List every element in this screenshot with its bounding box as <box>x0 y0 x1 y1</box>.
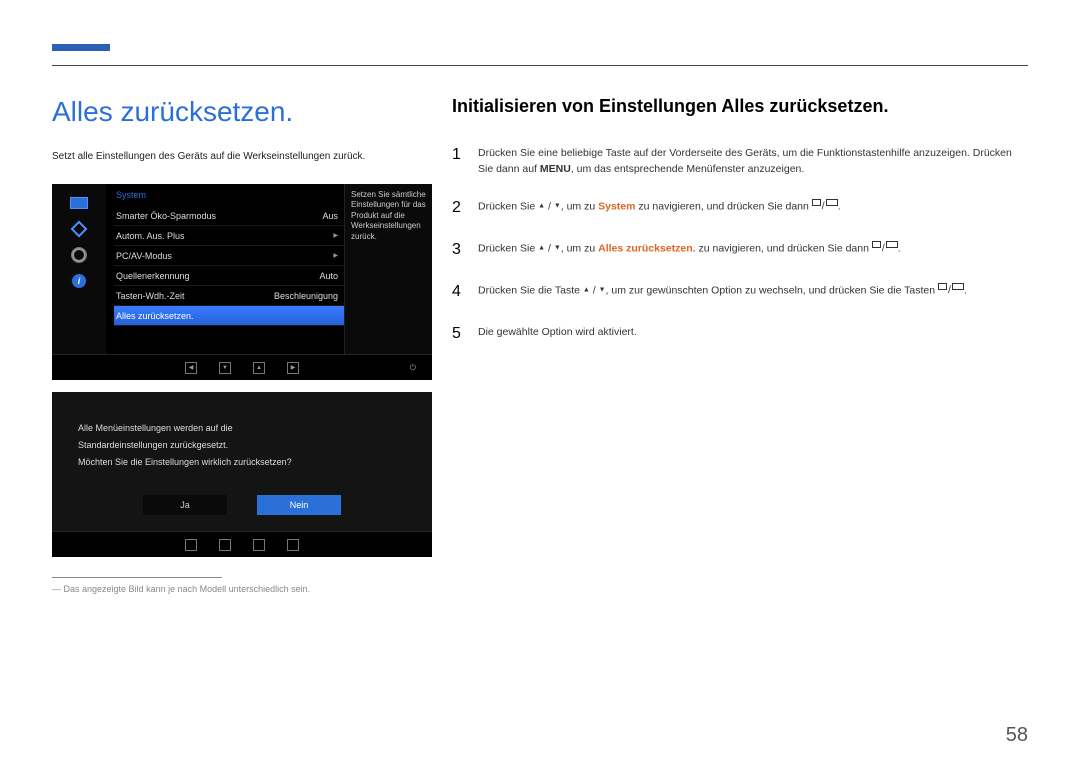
button-combo-icon: / <box>812 199 838 215</box>
footnote: Das angezeigte Bild kann je nach Modell … <box>52 584 432 594</box>
nav-right-icon: ▶ <box>287 362 299 374</box>
osd-row-label: Tasten-Wdh.-Zeit <box>116 291 185 301</box>
step-item: 3 Drücken Sie ▲ / ▼, um zu Alles zurücks… <box>452 238 1028 262</box>
step-number: 4 <box>452 280 478 304</box>
osd-row-selected: Alles zurücksetzen. <box>114 306 344 326</box>
step-body: Drücken Sie ▲ / ▼, um zu System zu navig… <box>478 196 1028 215</box>
dialog-line: Standardeinstellungen zurückgesetzt. <box>78 437 406 454</box>
nav-left-icon: ◀ <box>185 362 197 374</box>
osd-row: Smarter Öko-Sparmodus Aus <box>114 206 344 226</box>
step-item: 1 Drücken Sie eine beliebige Taste auf d… <box>452 143 1028 178</box>
triangle-down-icon: ▼ <box>554 244 561 251</box>
step-body: Drücken Sie ▲ / ▼, um zu Alles zurückset… <box>478 238 1028 257</box>
footnote-rule <box>52 577 222 578</box>
osd-dialog-screenshot: Alle Menüeinstellungen werden auf die St… <box>52 392 432 557</box>
osd-row-label: Alles zurücksetzen. <box>116 311 194 321</box>
triangle-up-icon: ▲ <box>538 202 545 209</box>
triangle-up-icon: ▲ <box>583 286 590 293</box>
step-body: Drücken Sie eine beliebige Taste auf der… <box>478 143 1028 178</box>
monitor-icon <box>52 190 106 216</box>
nav-right-icon: ▶ <box>253 539 265 551</box>
button-combo-icon: / <box>872 241 898 257</box>
osd-sidebar: i <box>52 184 106 354</box>
gear-icon <box>52 242 106 268</box>
step-number: 2 <box>452 196 478 220</box>
power-icon: ⏻ <box>410 363 416 373</box>
osd-row-value: Auto <box>319 271 338 281</box>
osd-row: PC/AV-Modus ▶ <box>114 246 344 266</box>
nav-up-icon: ▲ <box>253 362 265 374</box>
chevron-right-icon: ▶ <box>333 252 338 259</box>
dialog-button-bar: ✕ ◀ ▶ ↵ ⏻ <box>52 531 432 557</box>
step-number: 1 <box>452 143 478 167</box>
osd-category: System <box>114 190 344 200</box>
dialog-line: Möchten Sie die Einstellungen wirklich z… <box>78 454 406 471</box>
info-icon: i <box>52 268 106 294</box>
step-list: 1 Drücken Sie eine beliebige Taste auf d… <box>452 143 1028 346</box>
step-item: 5 Die gewählte Option wird aktiviert. <box>452 322 1028 346</box>
triangle-up-icon: ▲ <box>538 244 545 251</box>
step-number: 5 <box>452 322 478 346</box>
enter-icon: ↵ <box>287 539 299 551</box>
page-title: Alles zurücksetzen. <box>52 96 432 128</box>
dialog-yes-button: Ja <box>143 495 227 515</box>
close-icon: ✕ <box>185 539 197 551</box>
nav-left-icon: ◀ <box>219 539 231 551</box>
step-item: 2 Drücken Sie ▲ / ▼, um zu System zu nav… <box>452 196 1028 220</box>
page-number: 58 <box>1006 724 1028 747</box>
osd-row-label: PC/AV-Modus <box>116 251 172 261</box>
dialog-line: Alle Menüeinstellungen werden auf die <box>78 420 406 437</box>
osd-row-label: Autom. Aus. Plus <box>116 231 185 241</box>
header-rule <box>52 65 1028 66</box>
osd-list: System Smarter Öko-Sparmodus Aus Autom. … <box>106 184 344 354</box>
step-body: Die gewählte Option wird aktiviert. <box>478 322 1028 341</box>
dialog-no-button: Nein <box>257 495 341 515</box>
osd-row-value: Aus <box>322 211 338 221</box>
header-accent <box>52 44 110 51</box>
osd-menu-screenshot: i System Smarter Öko-Sparmodus Aus Autom… <box>52 184 432 380</box>
chevron-right-icon: ▶ <box>333 232 338 239</box>
osd-row: Tasten-Wdh.-Zeit Beschleunigung <box>114 286 344 306</box>
power-icon: ⏻ <box>403 536 416 554</box>
section-title: Initialisieren von Einstellungen Alles z… <box>452 96 1028 117</box>
osd-description: Setzen Sie sämtliche Einstellungen für d… <box>344 184 432 354</box>
triangle-down-icon: ▼ <box>554 202 561 209</box>
step-body: Drücken Sie die Taste ▲ / ▼, um zur gewü… <box>478 280 1028 299</box>
dialog-body: Alle Menüeinstellungen werden auf die St… <box>52 392 432 487</box>
button-combo-icon: / <box>938 283 964 299</box>
step-item: 4 Drücken Sie die Taste ▲ / ▼, um zur ge… <box>452 280 1028 304</box>
osd-row-label: Smarter Öko-Sparmodus <box>116 211 216 221</box>
step-number: 3 <box>452 238 478 262</box>
nav-down-icon: ▼ <box>219 362 231 374</box>
osd-row-label: Quellenerkennung <box>116 271 190 281</box>
diamond-icon <box>52 216 106 242</box>
osd-row: Autom. Aus. Plus ▶ <box>114 226 344 246</box>
osd-row-value: Beschleunigung <box>274 291 338 301</box>
intro-text: Setzt alle Einstellungen des Geräts auf … <box>52 150 432 164</box>
triangle-down-icon: ▼ <box>599 286 606 293</box>
osd-row: Quellenerkennung Auto <box>114 266 344 286</box>
osd-button-bar: ◀ ▼ ▲ ▶ ⏻ <box>52 354 432 380</box>
